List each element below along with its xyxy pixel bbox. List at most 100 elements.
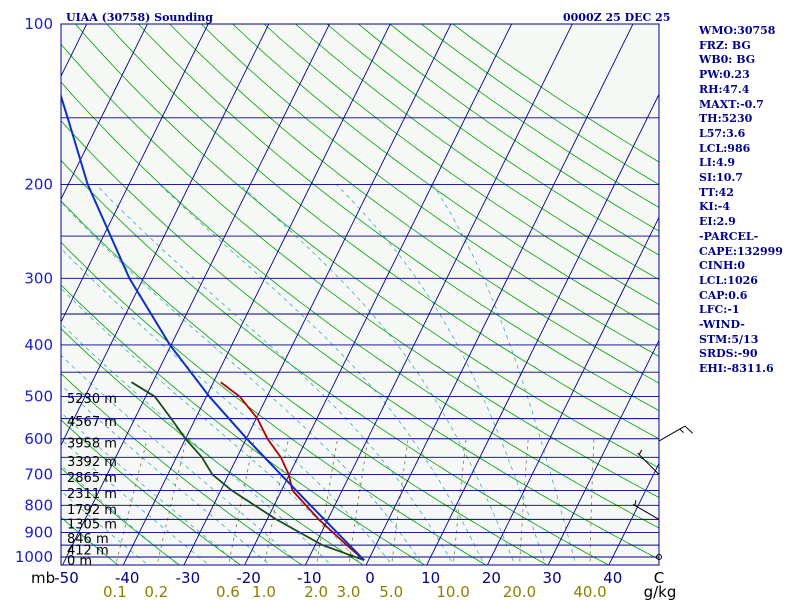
dry-adiabat — [61, 200, 548, 565]
index-item: WMO:30758 — [699, 24, 776, 37]
dry-adiabat — [61, 373, 303, 565]
wind-barb-shaft — [658, 425, 686, 442]
temperature-unit-label: C — [654, 569, 664, 587]
parcel-line — [61, 93, 365, 561]
mixing-ratio-tick-label: 1.0 — [252, 583, 276, 600]
pressure-tick-label: 700 — [24, 465, 53, 483]
pressure-tick-label: 100 — [24, 15, 53, 33]
mixing-ratio-line — [316, 438, 338, 565]
temperature-tick-label: 40 — [603, 569, 622, 587]
index-item: -PARCEL- — [699, 229, 759, 243]
station-title: UIAA (30758) Sounding — [66, 11, 213, 24]
index-item: LI:4.9 — [699, 156, 736, 170]
dry-adiabat — [232, 24, 659, 331]
dry-adiabat — [61, 419, 242, 565]
mixing-ratio-tick-label: 0.6 — [216, 583, 240, 600]
temperature-tick-label: 30 — [543, 569, 562, 587]
isotherm — [608, 462, 659, 565]
index-item: SRDS:-90 — [699, 347, 758, 361]
dry-adiabat — [61, 81, 659, 529]
sounding-indices: WMO:30758 FRZ: BG WB0: BG PW:0.23 RH:47.4 MAX… — [699, 24, 783, 377]
height-label: 2865 m — [67, 471, 117, 486]
valid-time: 0000Z 25 DEC 25 — [563, 11, 670, 24]
index-item: WB0: BG — [699, 53, 756, 67]
index-item: EHI:-8311.6 — [699, 362, 774, 376]
wind-barb-flag — [684, 425, 693, 434]
index-item: PW:0.23 — [699, 68, 750, 82]
isotherm — [122, 24, 391, 565]
height-label: 5230 m — [67, 392, 117, 407]
index-item: FRZ: BG — [699, 38, 751, 52]
mixing-ratio-line — [452, 438, 467, 565]
index-item: LCL:986 — [699, 141, 751, 155]
index-item: LCL:1026 — [699, 273, 758, 287]
moist-adiabat — [61, 490, 149, 565]
dry-adiabat — [326, 24, 659, 256]
pressure-tick-label: 1000 — [15, 548, 53, 566]
dry-adiabat — [61, 241, 487, 565]
pressure-tick-label: 800 — [24, 496, 53, 514]
wind-barb-half-flag — [638, 449, 643, 455]
wind-barb — [632, 500, 660, 520]
wind-barb-half-flag — [634, 500, 637, 506]
pressure-tick-label: 600 — [24, 430, 53, 448]
wind-barb-half-flag — [679, 428, 684, 434]
index-item: -WIND- — [699, 318, 745, 332]
moist-adiabat — [61, 322, 332, 565]
pressure-tick-label: 300 — [24, 269, 53, 287]
index-item: EI:2.9 — [699, 215, 736, 229]
dry-adiabat — [74, 24, 659, 469]
index-item: CAP:0.6 — [699, 288, 748, 302]
isotherm — [61, 24, 148, 201]
temperature-tick-label: -10 — [297, 569, 322, 587]
thermodynamic-grid — [0, 19, 659, 568]
dry-adiabat — [294, 24, 659, 280]
mixing-ratio-unit-label: g/kg — [644, 583, 677, 600]
temperature-tick-label: -40 — [115, 569, 140, 587]
index-item: KI:-4 — [699, 200, 730, 214]
height-label: 0 m — [67, 554, 92, 569]
temperature-tick-label: -30 — [176, 569, 201, 587]
isotherm — [183, 24, 452, 565]
mixing-ratio-tick-label: 10.0 — [436, 583, 469, 600]
dry-adiabat — [61, 328, 365, 565]
index-item: SI:10.7 — [699, 171, 743, 185]
index-item: L57:3.6 — [699, 126, 746, 140]
mixing-ratio-line — [348, 438, 369, 565]
dry-adiabat — [0, 19, 61, 568]
height-label: 3392 m — [67, 455, 117, 470]
mixing-ratio-tick-label: 0.2 — [144, 583, 168, 600]
height-label: 3958 m — [67, 437, 117, 452]
temperature-tick-label: -50 — [54, 569, 79, 587]
index-item: MAXT:-0.7 — [699, 97, 764, 111]
isotherm — [486, 216, 659, 565]
calm-wind-marker — [656, 554, 662, 560]
index-item: CAPE:132999 — [699, 244, 783, 258]
moist-adiabat — [61, 287, 363, 565]
mixing-ratio-tick-label: 40.0 — [573, 583, 606, 600]
moist-adiabat — [61, 464, 179, 565]
moist-adiabat — [159, 184, 485, 565]
dry-adiabat — [61, 43, 659, 498]
height-label: 846 m — [67, 532, 109, 547]
pressure-unit-label: mb — [31, 569, 55, 587]
isotherm — [61, 24, 209, 324]
plot-frame — [60, 23, 660, 566]
height-label: 1305 m — [67, 518, 117, 533]
mixing-ratio-tick-label: 20.0 — [503, 583, 536, 600]
wind-barb — [656, 554, 662, 560]
mixing-ratio-line — [264, 438, 289, 565]
moist-adiabat — [61, 354, 301, 565]
wind-barbs — [632, 425, 693, 560]
mixing-ratio-line — [228, 438, 255, 565]
isotherm — [547, 339, 659, 565]
temperature-tick-label: 0 — [365, 569, 375, 587]
index-item: RH:47.4 — [699, 82, 750, 96]
dry-adiabat — [106, 24, 659, 440]
index-item: STM:5/13 — [699, 332, 759, 346]
isotherm — [304, 24, 573, 565]
isotherm — [62, 24, 331, 565]
